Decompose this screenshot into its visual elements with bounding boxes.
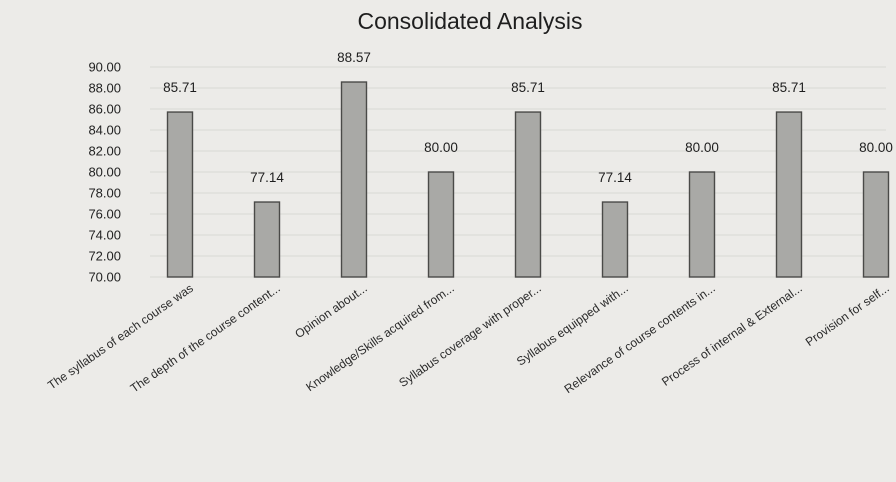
category-label: Syllabus coverage with proper... xyxy=(396,281,543,390)
data-label: 85.71 xyxy=(772,80,806,95)
category-label: Process of internal & External... xyxy=(659,281,805,389)
bar xyxy=(775,111,803,278)
data-label: 77.14 xyxy=(598,170,632,185)
y-tick-label: 84.00 xyxy=(88,123,121,138)
bar xyxy=(601,201,629,278)
data-label: 80.00 xyxy=(685,140,719,155)
data-label: 85.71 xyxy=(511,80,545,95)
data-label: 88.57 xyxy=(337,50,371,65)
bars xyxy=(166,81,890,278)
bar xyxy=(166,111,194,278)
y-tick-label: 82.00 xyxy=(88,144,121,159)
y-tick-label: 74.00 xyxy=(88,228,121,243)
bar xyxy=(340,81,368,278)
bar xyxy=(253,201,281,278)
category-label: Relevance of course contents in... xyxy=(562,281,718,396)
y-tick-label: 80.00 xyxy=(88,165,121,180)
y-tick-label: 86.00 xyxy=(88,102,121,117)
category-label: The depth of the course content... xyxy=(128,281,283,395)
y-axis-ticks: 90.00 88.00 86.00 84.00 82.00 80.00 78.00 76.00… xyxy=(88,60,121,285)
bar xyxy=(688,171,716,278)
y-tick-label: 76.00 xyxy=(88,207,121,222)
data-label: 80.00 xyxy=(424,140,458,155)
bar xyxy=(427,171,455,278)
y-tick-label: 88.00 xyxy=(88,81,121,96)
bar xyxy=(862,171,890,278)
category-label: Knowledge/Skills acquired from... xyxy=(303,281,456,394)
data-label: 85.71 xyxy=(163,80,197,95)
data-label: 77.14 xyxy=(250,170,284,185)
category-label: Provision for self... xyxy=(803,281,892,349)
chart-title: Consolidated Analysis xyxy=(357,8,582,34)
y-tick-label: 70.00 xyxy=(88,270,121,285)
data-labels: 85.71 77.14 88.57 80.00 85.71 77.14 80.00 85.71… xyxy=(163,50,893,185)
bar xyxy=(514,111,542,278)
data-label: 80.00 xyxy=(859,140,893,155)
y-tick-label: 72.00 xyxy=(88,249,121,264)
category-label: The syllabus of each course was xyxy=(45,281,196,392)
y-tick-label: 78.00 xyxy=(88,186,121,201)
category-label: Opinion about... xyxy=(292,281,369,341)
y-tick-label: 90.00 xyxy=(88,60,121,75)
